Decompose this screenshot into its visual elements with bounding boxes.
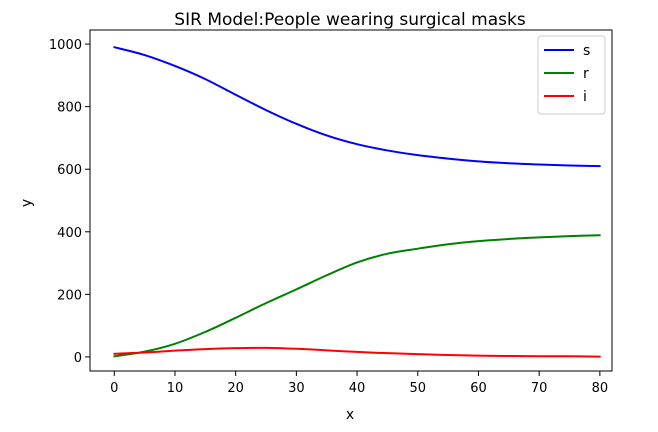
y-tick-label: 800 [57, 101, 82, 116]
x-tick-label: 60 [470, 381, 487, 396]
y-tick-label: 1000 [49, 38, 82, 53]
legend-box [537, 35, 606, 115]
x-tick-label: 40 [349, 381, 366, 396]
x-axis-label: x [346, 407, 354, 423]
y-tick-label: 200 [57, 288, 82, 303]
x-tick-label: 50 [409, 381, 426, 396]
y-tick-label: 600 [57, 163, 82, 178]
legend-label-i: i [583, 89, 587, 105]
x-tick-label: 10 [167, 381, 184, 396]
chart-title: SIR Model:People wearing surgical masks [174, 10, 526, 30]
y-tick-label: 0 [74, 351, 82, 366]
legend: sri [537, 35, 606, 115]
series-line-r [113, 234, 601, 358]
x-tick-label: 30 [288, 381, 305, 396]
x-tick-label: 0 [110, 381, 118, 396]
legend-label-s: s [583, 43, 590, 59]
series-lines [113, 46, 601, 358]
plot-area [89, 29, 613, 372]
x-tick-label: 20 [227, 381, 244, 396]
x-tick-label: 80 [592, 381, 609, 396]
series-line-s [113, 46, 601, 168]
y-tick-label: 400 [57, 226, 82, 241]
y-axis-label: y [19, 199, 35, 207]
y-axis-ticks: 0 200 400 600 800 1000 [49, 38, 90, 366]
series-line-i [113, 346, 601, 358]
x-axis-ticks: 0 10 20 30 40 50 60 70 80 [110, 371, 608, 396]
x-tick-label: 70 [531, 381, 548, 396]
legend-label-r: r [583, 66, 589, 82]
